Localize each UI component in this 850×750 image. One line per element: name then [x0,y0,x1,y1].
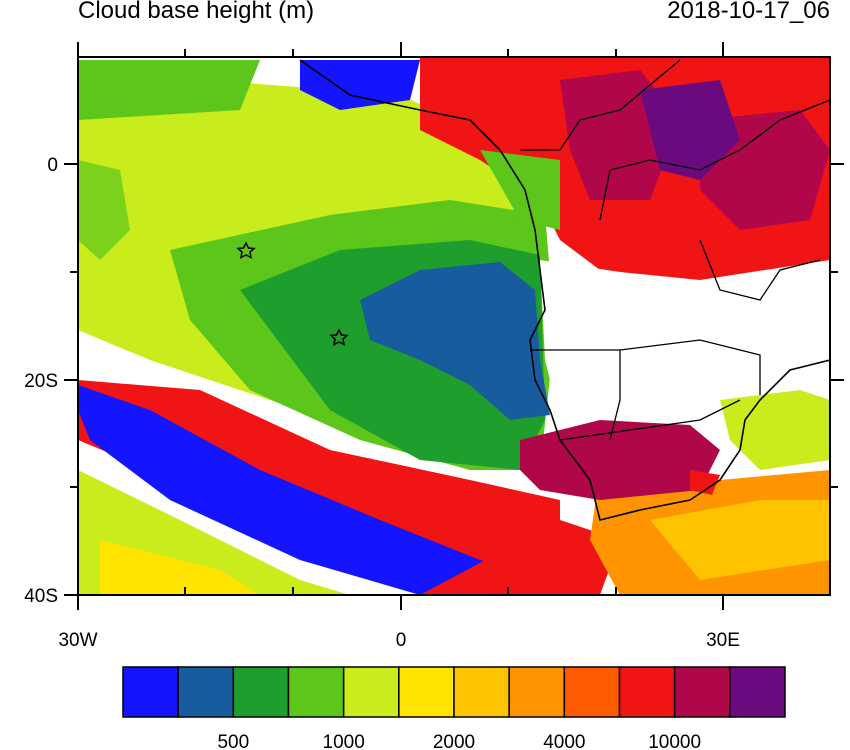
colorbar-label: 1000 [323,732,365,750]
colorbar-box [122,666,179,718]
colorbar-box [729,666,786,718]
colorbar-box [673,666,731,718]
colorbar-box [342,666,400,718]
colorbar-box [232,666,290,718]
y-axis-label: 20S [24,371,58,392]
title: Cloud base height (m) [78,0,314,24]
colorbar-label: 500 [217,732,249,750]
colorbar-label: 2000 [433,732,475,750]
ticks [64,42,844,610]
timestamp: 2018-10-17_06 [667,0,830,24]
colorbar-box [453,666,510,718]
colorbar-box [563,666,621,718]
y-axis-label: 40S [24,586,58,607]
plot-frame [77,56,831,596]
colorbar-box [508,666,566,718]
colorbar-label: 10000 [648,732,701,750]
colorbar-box [398,666,455,718]
colorbar-box [618,666,676,718]
cloud-field [78,57,830,595]
x-axis-label: 30W [58,630,97,651]
y-axis-label: 0 [47,155,58,176]
x-axis-label: 0 [396,630,407,651]
colorbar-box [287,666,345,718]
colorbar-label: 4000 [543,732,585,750]
colorbar-box [177,666,235,718]
x-axis-label: 30E [706,630,740,651]
